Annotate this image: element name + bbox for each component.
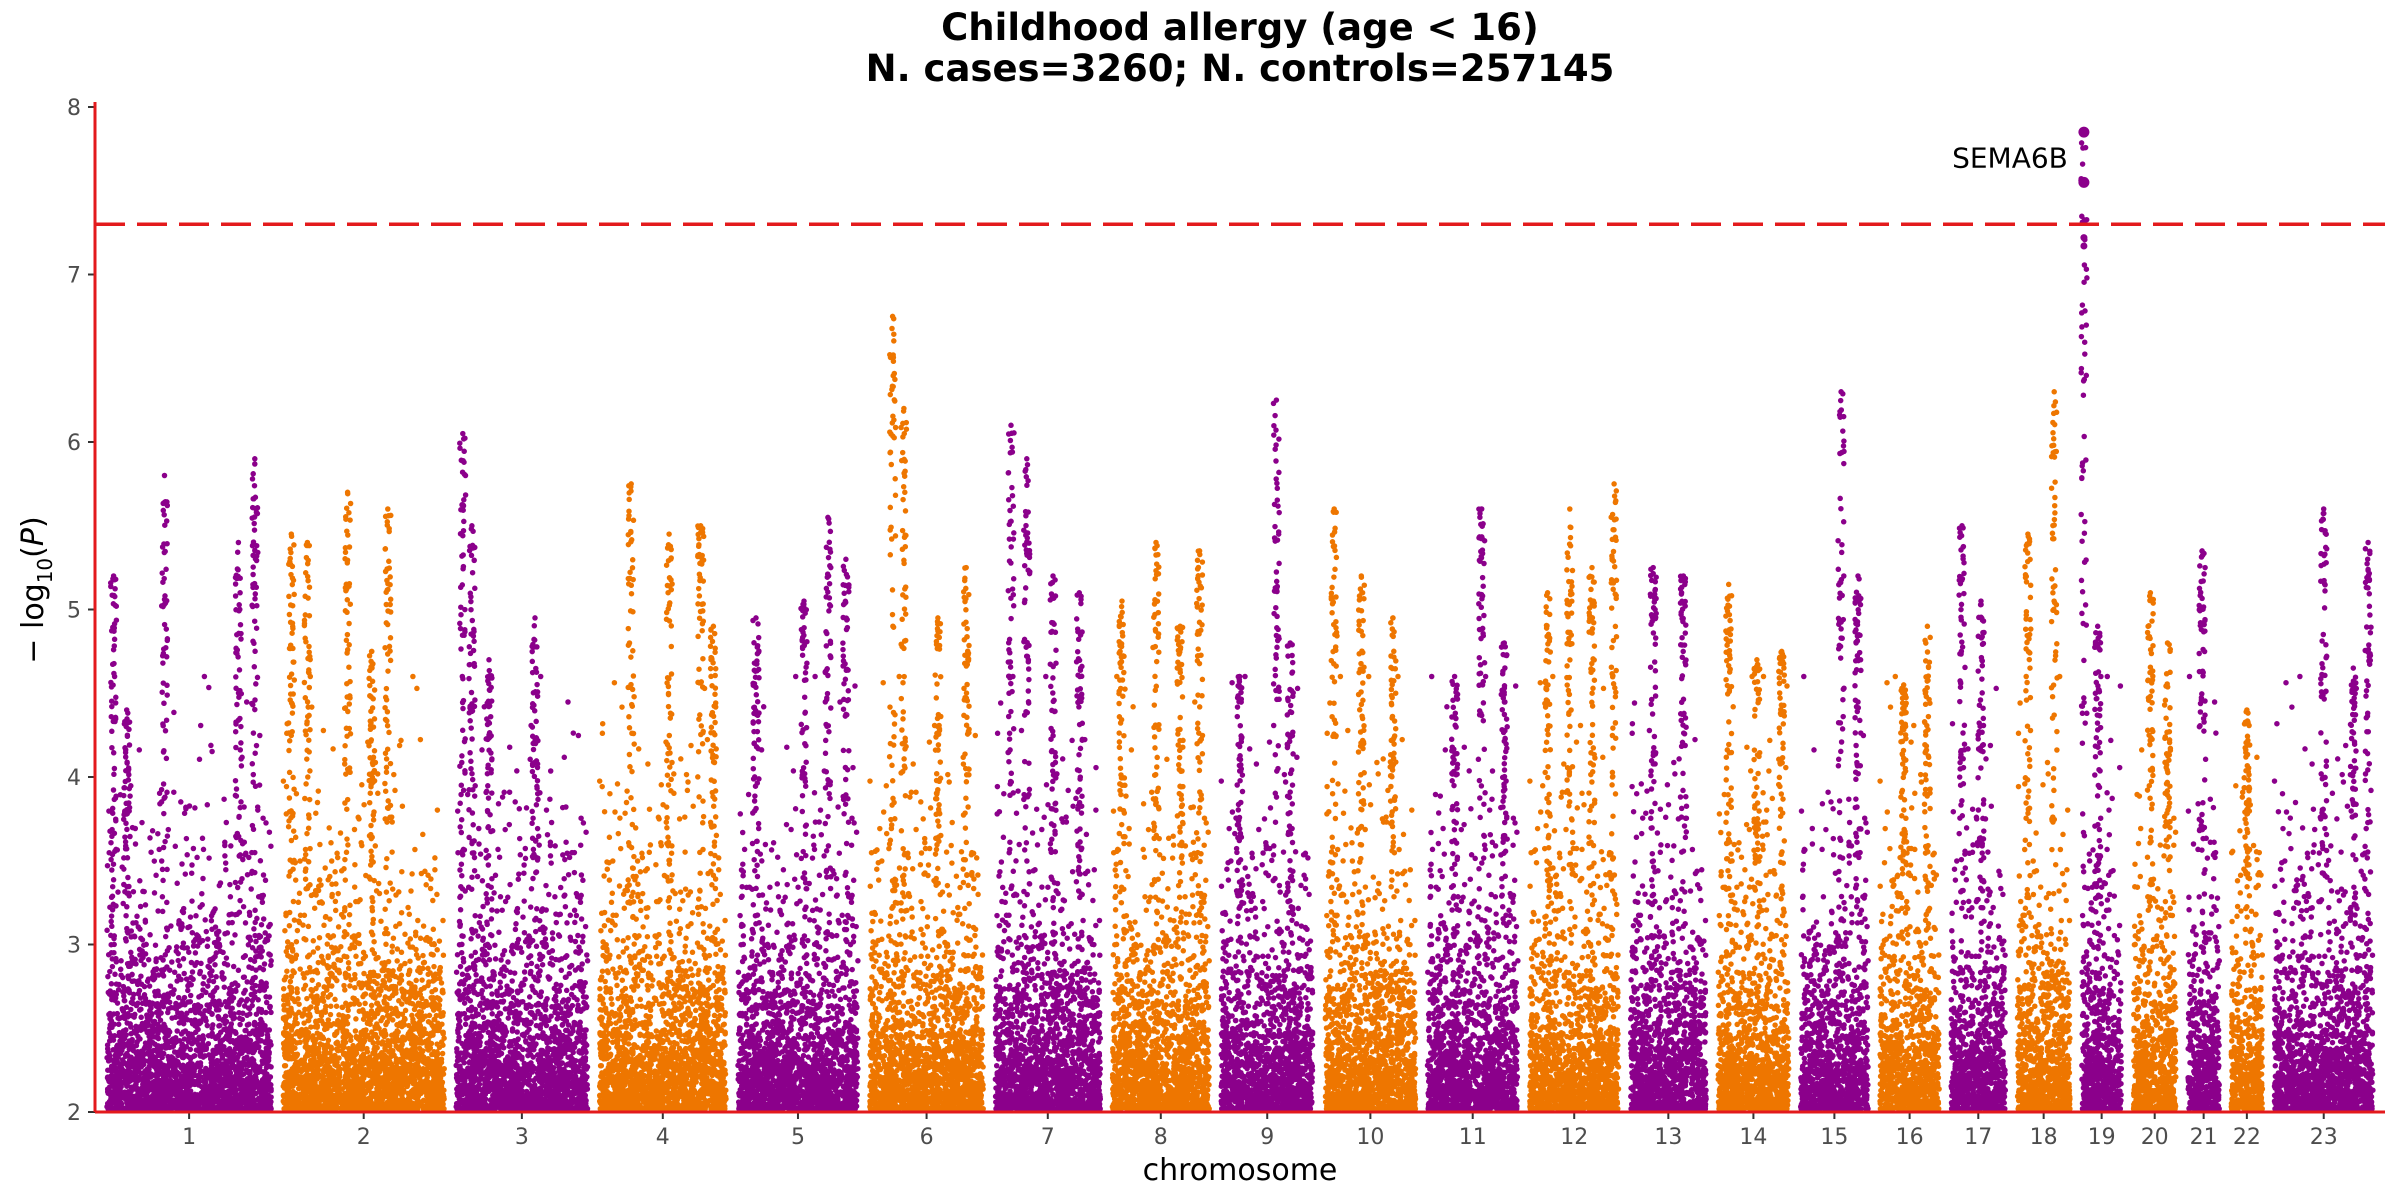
chromosome-points-7 <box>992 422 1104 1112</box>
chromosome-points-13 <box>1627 564 1709 1112</box>
x-tick-label: 20 <box>2141 1125 2169 1150</box>
chromosome-points-9 <box>1218 397 1316 1112</box>
y-tick-label: 7 <box>67 264 81 289</box>
chart-subtitle: N. cases=3260; N. controls=257145 <box>866 47 1615 90</box>
chromosome-points-11 <box>1424 506 1521 1112</box>
x-tick-label: 16 <box>1896 1125 1924 1150</box>
chromosome-points-12 <box>1527 481 1622 1112</box>
annotations-layer: SEMA6B <box>1952 141 2068 174</box>
data-points-layer <box>104 129 2376 1112</box>
y-tick-label: 4 <box>67 766 81 791</box>
y-axis-label: − log10(P) <box>16 516 57 663</box>
chromosome-points-22 <box>2228 707 2266 1112</box>
chromosome-points-6 <box>867 313 986 1112</box>
chromosome-points-21 <box>2185 548 2223 1112</box>
chromosome-points-8 <box>1109 539 1212 1112</box>
y-tick-label: 6 <box>67 431 81 456</box>
x-tick-label: 11 <box>1459 1125 1487 1150</box>
top-hit-point <box>2080 242 2088 250</box>
x-tick-label: 21 <box>2190 1125 2218 1150</box>
chromosome-points-16 <box>1877 623 1942 1112</box>
x-tick-label: 22 <box>2233 1125 2261 1150</box>
x-axis-label: chromosome <box>1143 1153 1338 1188</box>
chromosome-points-4 <box>596 481 729 1112</box>
chromosome-points-5 <box>735 514 861 1112</box>
x-tick-label: 12 <box>1560 1125 1588 1150</box>
top-hit-point <box>2078 126 2090 138</box>
chromosome-points-20 <box>2130 590 2179 1112</box>
x-tick-label: 4 <box>656 1125 670 1150</box>
x-tick-label: 17 <box>1964 1125 1992 1150</box>
chromosome-points-10 <box>1322 506 1419 1112</box>
x-tick-label: 2 <box>357 1125 371 1150</box>
x-tick-label: 5 <box>791 1125 805 1150</box>
x-tick-label: 13 <box>1654 1125 1682 1150</box>
top-hit-point <box>2080 234 2088 242</box>
chromosome-points-3 <box>453 430 591 1112</box>
y-tick-label: 8 <box>67 96 81 121</box>
x-tick-label: 19 <box>2088 1125 2116 1150</box>
y-axis-ticks: 2 3 4 5 6 7 8 <box>67 96 95 1126</box>
x-tick-label: 6 <box>920 1125 934 1150</box>
chromosome-points-14 <box>1715 581 1792 1112</box>
x-tick-label: 7 <box>1041 1125 1055 1150</box>
x-tick-label: 18 <box>2030 1125 2058 1150</box>
top-hits-layer <box>2078 126 2090 250</box>
chromosome-points-2 <box>280 489 447 1112</box>
x-tick-label: 9 <box>1260 1125 1274 1150</box>
x-tick-label: 15 <box>1820 1125 1848 1150</box>
top-hit-point <box>2078 176 2090 188</box>
x-axis-ticks: 1 2 3 4 5 6 7 8 9 10 11 12 13 14 15 16 17 18 19 20 21 22 23 <box>182 1112 2338 1150</box>
y-tick-label: 2 <box>67 1101 81 1126</box>
chromosome-points-18 <box>2014 389 2073 1112</box>
x-tick-label: 3 <box>515 1125 529 1150</box>
x-tick-label: 23 <box>2310 1125 2338 1150</box>
annotation-label: SEMA6B <box>1952 141 2068 174</box>
x-tick-label: 8 <box>1154 1125 1168 1150</box>
x-tick-label: 10 <box>1356 1125 1384 1150</box>
chromosome-points-23 <box>2271 506 2376 1112</box>
chromosome-points-17 <box>1948 523 2009 1112</box>
chromosome-points-1 <box>104 456 274 1112</box>
chromosome-points-19 <box>2078 129 2125 1112</box>
x-tick-label: 14 <box>1739 1125 1767 1150</box>
y-tick-label: 3 <box>67 934 81 959</box>
y-tick-label: 5 <box>67 599 81 624</box>
chromosome-points-15 <box>1797 389 1871 1112</box>
x-tick-label: 1 <box>182 1125 196 1150</box>
chart-title: Childhood allergy (age < 16) <box>941 6 1539 49</box>
